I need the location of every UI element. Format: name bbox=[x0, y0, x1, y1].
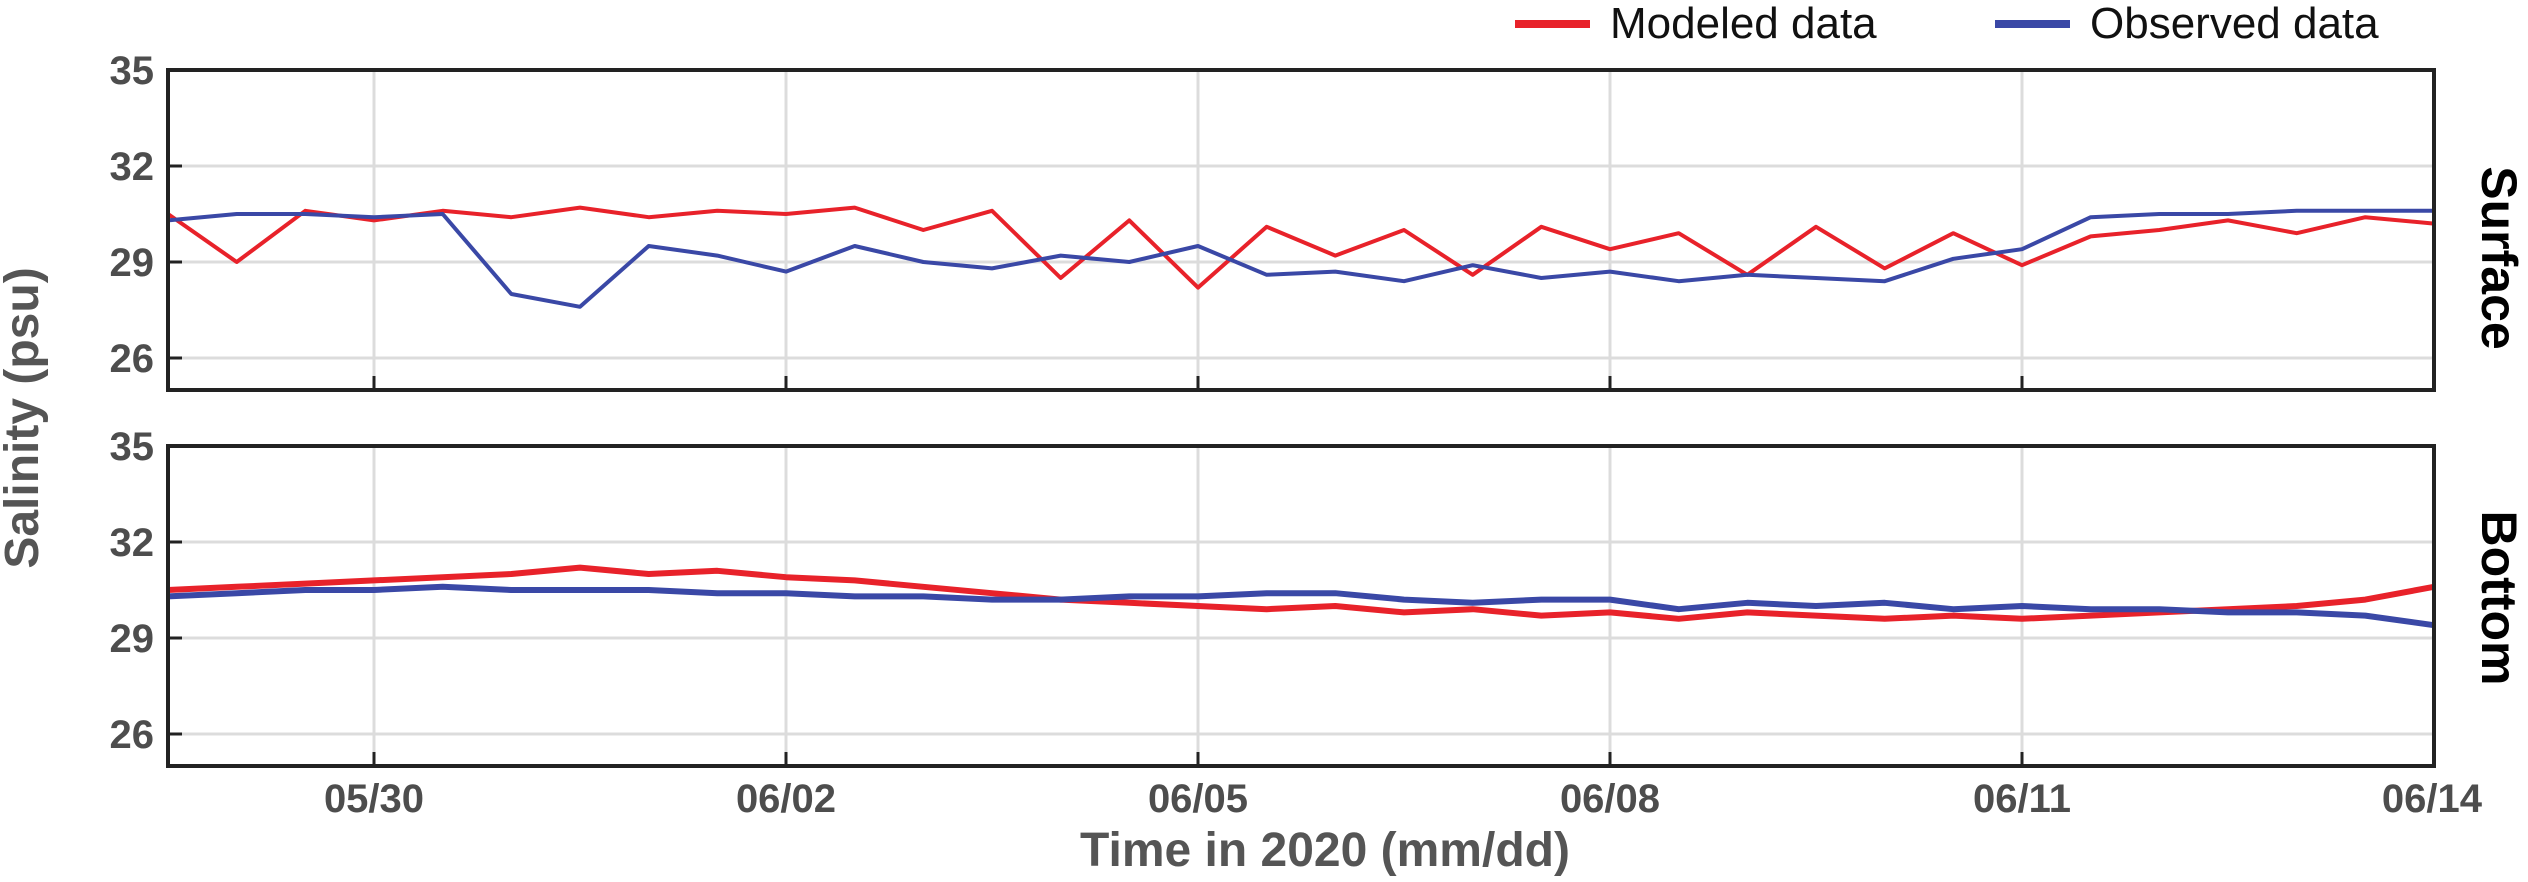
x-tick-label: 06/02 bbox=[736, 777, 836, 821]
y-tick-label: 26 bbox=[110, 337, 155, 381]
panel-bottom: 26 29 32 35 bbox=[110, 425, 2436, 768]
x-tick-label: 06/08 bbox=[1560, 777, 1660, 821]
observed-series-line bbox=[167, 208, 2434, 309]
x-tick-label: 06/14 bbox=[2382, 777, 2483, 821]
x-tick-label: 06/05 bbox=[1148, 777, 1248, 821]
legend: Modeled data Observed data bbox=[1515, 0, 2379, 48]
legend-label-observed: Observed data bbox=[2090, 0, 2379, 48]
y-tick-label: 35 bbox=[110, 49, 155, 93]
plot-frame bbox=[166, 68, 2436, 392]
modeled-series-line bbox=[167, 564, 2435, 622]
panel-label-surface: Surface bbox=[2471, 166, 2527, 349]
plot-frame bbox=[166, 444, 2436, 768]
y-tick-label: 32 bbox=[110, 145, 155, 189]
y-axis-title: Salinity (psu) bbox=[0, 267, 49, 568]
x-axis-title: Time in 2020 (mm/dd) bbox=[1080, 824, 1570, 877]
y-tick-label: 32 bbox=[110, 521, 155, 565]
x-tick-label: 05/30 bbox=[324, 777, 424, 821]
panel-surface: 26 29 32 35 bbox=[110, 49, 2436, 392]
x-tick-label: 06/11 bbox=[1973, 777, 2071, 821]
y-tick-label: 35 bbox=[110, 425, 155, 469]
legend-label-modeled: Modeled data bbox=[1610, 0, 1877, 48]
panel-label-bottom: Bottom bbox=[2471, 511, 2527, 686]
y-tick-label: 29 bbox=[110, 241, 155, 285]
modeled-series-line bbox=[166, 205, 2435, 290]
y-tick-label: 26 bbox=[110, 713, 155, 757]
y-tick-label: 29 bbox=[110, 617, 155, 661]
observed-series-line bbox=[167, 583, 2435, 629]
